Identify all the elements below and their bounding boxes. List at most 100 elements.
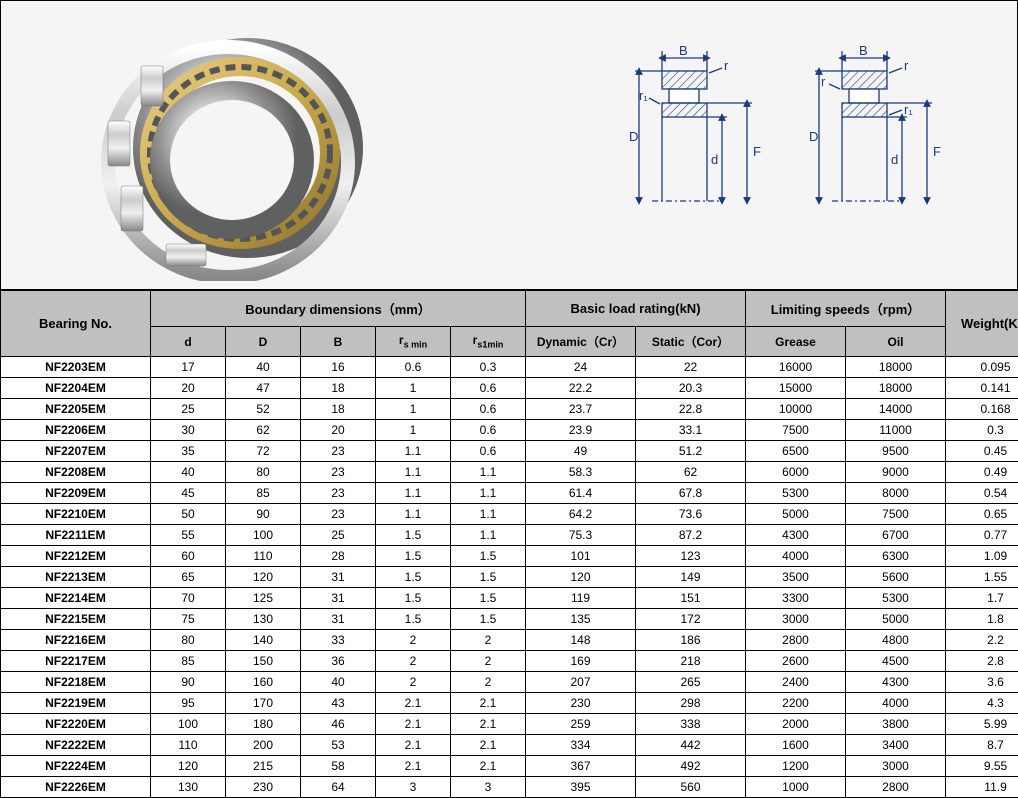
cell-value: 1.5 bbox=[451, 609, 526, 630]
cell-value: 1 bbox=[376, 420, 451, 441]
table-row: NF2209EM4585231.11.161.467.8530080000.54 bbox=[1, 483, 1018, 504]
table-row: NF2205EM25521810.623.722.810000140000.16… bbox=[1, 399, 1018, 420]
diagram-label-r: r bbox=[724, 58, 729, 73]
cell-value: 130 bbox=[151, 777, 226, 798]
cell-value: 23 bbox=[301, 483, 376, 504]
cell-value: 85 bbox=[151, 651, 226, 672]
cell-value: 53 bbox=[301, 735, 376, 756]
cell-value: 1.1 bbox=[376, 504, 451, 525]
cell-value: 1.5 bbox=[376, 525, 451, 546]
cell-value: 0.168 bbox=[946, 399, 1018, 420]
cell-value: 2.1 bbox=[451, 735, 526, 756]
cell-value: 265 bbox=[636, 672, 746, 693]
cell-value: 2.1 bbox=[376, 735, 451, 756]
cell-value: 75 bbox=[151, 609, 226, 630]
cell-bearing-no: NF2208EM bbox=[1, 462, 151, 483]
cell-value: 120 bbox=[526, 567, 636, 588]
cell-value: 51.2 bbox=[636, 441, 746, 462]
cell-value: 180 bbox=[226, 714, 301, 735]
header-weight: Weight(Kg) bbox=[946, 291, 1018, 357]
cell-value: 6300 bbox=[846, 546, 946, 567]
cell-bearing-no: NF2222EM bbox=[1, 735, 151, 756]
cell-value: 23 bbox=[301, 504, 376, 525]
cell-value: 2 bbox=[451, 672, 526, 693]
cell-value: 45 bbox=[151, 483, 226, 504]
cell-value: 2 bbox=[451, 630, 526, 651]
cell-value: 2.1 bbox=[376, 756, 451, 777]
cell-bearing-no: NF2216EM bbox=[1, 630, 151, 651]
header-bearing-no: Bearing No. bbox=[1, 291, 151, 357]
cell-value: 31 bbox=[301, 609, 376, 630]
diagram2-label-r-left: r bbox=[821, 74, 826, 89]
cell-bearing-no: NF2226EM bbox=[1, 777, 151, 798]
cell-value: 36 bbox=[301, 651, 376, 672]
cell-value: 49 bbox=[526, 441, 636, 462]
cell-value: 28 bbox=[301, 546, 376, 567]
cell-value: 149 bbox=[636, 567, 746, 588]
cell-value: 125 bbox=[226, 588, 301, 609]
bearing-product-image bbox=[101, 21, 371, 281]
cell-value: 1.1 bbox=[376, 483, 451, 504]
dimension-diagrams: B r r₁ D d F bbox=[627, 46, 957, 216]
cell-value: 100 bbox=[226, 525, 301, 546]
cell-value: 4800 bbox=[846, 630, 946, 651]
cell-value: 4000 bbox=[846, 693, 946, 714]
cell-value: 20.3 bbox=[636, 378, 746, 399]
cell-value: 70 bbox=[151, 588, 226, 609]
bearing-spec-table: Bearing No. Boundary dimensions（mm） Basi… bbox=[0, 290, 1018, 798]
cross-section-diagram-2: B r r r₁ D d F bbox=[807, 46, 957, 216]
cell-bearing-no: NF2218EM bbox=[1, 672, 151, 693]
cell-value: 2200 bbox=[746, 693, 846, 714]
cell-value: 2.2 bbox=[946, 630, 1018, 651]
header-oil: Oil bbox=[846, 327, 946, 357]
cell-value: 1.1 bbox=[451, 462, 526, 483]
cell-value: 1200 bbox=[746, 756, 846, 777]
diagram-label-r1: r₁ bbox=[639, 88, 648, 103]
cell-value: 3 bbox=[451, 777, 526, 798]
cell-value: 9000 bbox=[846, 462, 946, 483]
cell-value: 67.8 bbox=[636, 483, 746, 504]
cell-value: 20 bbox=[301, 420, 376, 441]
cell-bearing-no: NF2213EM bbox=[1, 567, 151, 588]
cell-value: 25 bbox=[151, 399, 226, 420]
cell-value: 16 bbox=[301, 357, 376, 378]
diagram-label-D: D bbox=[629, 129, 638, 144]
cell-bearing-no: NF2220EM bbox=[1, 714, 151, 735]
cell-value: 148 bbox=[526, 630, 636, 651]
table-row: NF2206EM30622010.623.933.17500110000.3 bbox=[1, 420, 1018, 441]
cross-section-diagram-1: B r r₁ D d F bbox=[627, 46, 777, 216]
header-B: B bbox=[301, 327, 376, 357]
cell-value: 6500 bbox=[746, 441, 846, 462]
cell-value: 8.7 bbox=[946, 735, 1018, 756]
cell-value: 1600 bbox=[746, 735, 846, 756]
cell-value: 1.5 bbox=[451, 546, 526, 567]
table-row: NF2224EM120215582.12.1367492120030009.55 bbox=[1, 756, 1018, 777]
cell-value: 334 bbox=[526, 735, 636, 756]
cell-value: 215 bbox=[226, 756, 301, 777]
cell-value: 3300 bbox=[746, 588, 846, 609]
cell-bearing-no: NF2217EM bbox=[1, 651, 151, 672]
cell-value: 64.2 bbox=[526, 504, 636, 525]
header-rs-min: rs min bbox=[376, 327, 451, 357]
cell-value: 0.6 bbox=[451, 378, 526, 399]
cell-value: 62 bbox=[226, 420, 301, 441]
cell-value: 50 bbox=[151, 504, 226, 525]
table-row: NF2213EM65120311.51.5120149350056001.55 bbox=[1, 567, 1018, 588]
cell-value: 23 bbox=[301, 462, 376, 483]
cell-value: 3400 bbox=[846, 735, 946, 756]
cell-value: 24 bbox=[526, 357, 636, 378]
cell-value: 123 bbox=[636, 546, 746, 567]
cell-value: 72 bbox=[226, 441, 301, 462]
cell-value: 492 bbox=[636, 756, 746, 777]
cell-bearing-no: NF2205EM bbox=[1, 399, 151, 420]
table-row: NF2214EM70125311.51.5119151330053001.7 bbox=[1, 588, 1018, 609]
cell-value: 43 bbox=[301, 693, 376, 714]
table-row: NF2210EM5090231.11.164.273.6500075000.65 bbox=[1, 504, 1018, 525]
cell-bearing-no: NF2204EM bbox=[1, 378, 151, 399]
cell-value: 186 bbox=[636, 630, 746, 651]
cell-value: 100 bbox=[151, 714, 226, 735]
table-row: NF2218EM901604022207265240043003.6 bbox=[1, 672, 1018, 693]
table-row: NF2222EM110200532.12.1334442160034008.7 bbox=[1, 735, 1018, 756]
cell-bearing-no: NF2211EM bbox=[1, 525, 151, 546]
diagram2-label-r1: r₁ bbox=[904, 102, 913, 117]
